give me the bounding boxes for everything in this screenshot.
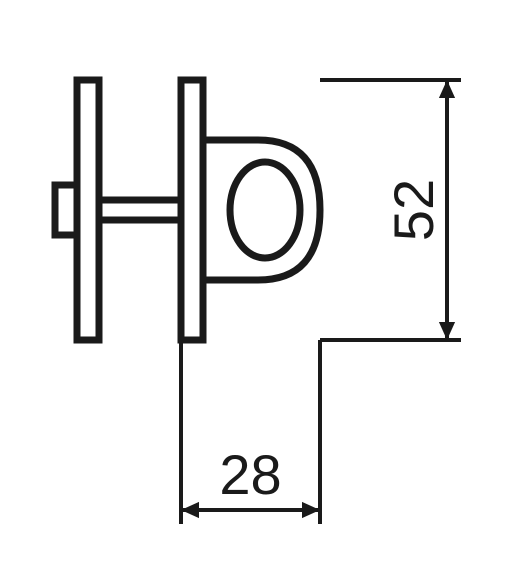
dimension-drawing: 52 28 <box>0 0 529 579</box>
dim-label-width: 28 <box>219 443 281 506</box>
knob-ellipse <box>230 162 300 258</box>
dim-label-height: 52 <box>382 179 445 241</box>
